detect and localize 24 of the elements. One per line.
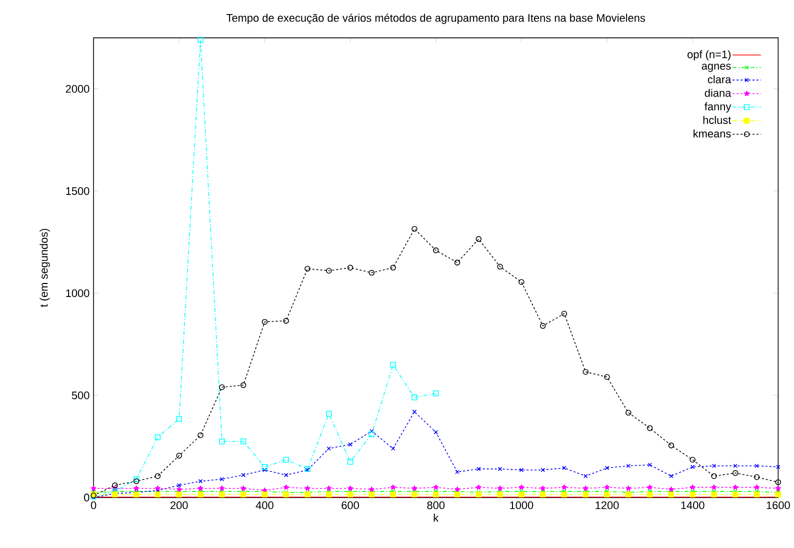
x-tick-label: 200	[170, 501, 188, 510]
y-tick-label: 1000	[66, 289, 90, 297]
legend-label: opf (n=1)	[688, 50, 730, 60]
x-tick-label: 1200	[596, 501, 619, 510]
legend-label: kmeans	[694, 129, 731, 138]
x-tick-label: 1600	[766, 501, 790, 510]
y-tick-label: 1500	[66, 187, 90, 195]
y-axis-title: t (em segundos)	[40, 228, 50, 307]
x-tick-label: 400	[256, 501, 274, 510]
x-tick-label: 1000	[510, 501, 534, 510]
legend-label: agnes	[702, 64, 731, 72]
x-axis-title: k	[434, 514, 439, 522]
legend-label: clara	[708, 75, 732, 84]
x-tick-label: 0	[90, 501, 96, 510]
y-tick-label: 2000	[66, 84, 90, 93]
y-tick-label: 0	[84, 494, 90, 502]
legend-label: fanny	[704, 102, 732, 112]
x-tick-label: 600	[342, 501, 359, 510]
y-tick-label: 500	[72, 391, 90, 400]
legend-label: diana	[704, 88, 732, 97]
legend-label: hclust	[703, 116, 732, 124]
x-tick-label: 800	[427, 501, 445, 510]
x-tick-label: 1400	[681, 501, 704, 510]
chart-title: Tempo de execução de vários métodos de agrupamento para Itens na base Movielens	[226, 13, 646, 24]
